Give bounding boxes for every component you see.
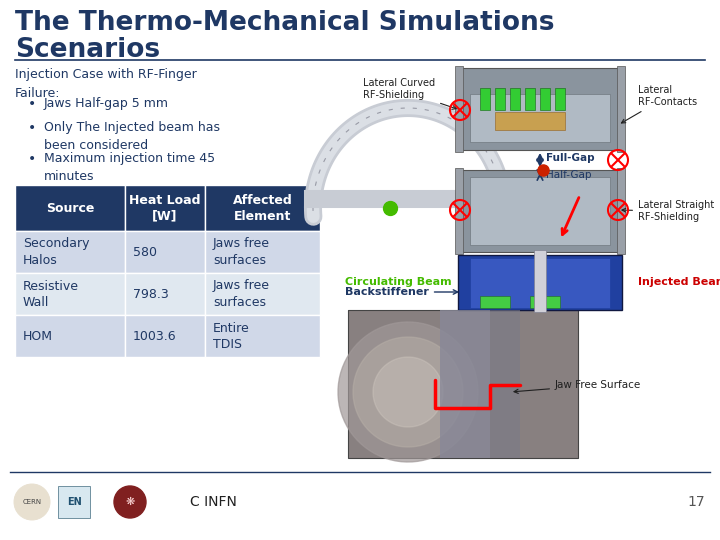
Bar (455, 66, 463, 152)
Bar (480, 88, 490, 110)
Text: Heat Load
[W]: Heat Load [W] (130, 193, 201, 222)
Circle shape (114, 486, 146, 518)
Bar (15, 315, 125, 357)
Text: Circulating Beam: Circulating Beam (345, 277, 451, 287)
Text: Only The Injected beam has
been considered: Only The Injected beam has been consider… (44, 121, 220, 152)
Text: 580: 580 (133, 246, 157, 259)
Text: •: • (28, 97, 36, 111)
Text: Secondary
Halos: Secondary Halos (23, 238, 89, 267)
Circle shape (14, 484, 50, 520)
Bar (460, 68, 620, 150)
Polygon shape (338, 322, 478, 462)
Bar (470, 94, 610, 142)
Bar (15, 231, 125, 273)
Text: Affected
Element: Affected Element (233, 193, 292, 222)
Bar (495, 112, 565, 130)
Bar (125, 315, 205, 357)
Bar (510, 88, 520, 110)
Bar (125, 273, 205, 315)
Bar (540, 88, 550, 110)
Bar (15, 185, 125, 231)
Text: HOM: HOM (23, 329, 53, 342)
Bar (458, 255, 622, 310)
Polygon shape (373, 357, 443, 427)
Text: 798.3: 798.3 (133, 287, 168, 300)
Bar (555, 88, 565, 110)
Bar (455, 168, 463, 254)
Text: Resistive
Wall: Resistive Wall (23, 280, 79, 308)
Text: Maximum injection time 45
minutes: Maximum injection time 45 minutes (44, 152, 215, 183)
Text: •: • (28, 152, 36, 166)
Text: Half-Gap: Half-Gap (546, 170, 592, 180)
Text: •: • (28, 121, 36, 135)
Bar (495, 88, 505, 110)
Text: EN: EN (67, 497, 81, 507)
Text: Jaws Half-gap 5 mm: Jaws Half-gap 5 mm (44, 97, 169, 110)
Bar (480, 296, 510, 308)
Bar (460, 170, 620, 252)
Bar (440, 310, 490, 458)
Text: Backstiffener: Backstiffener (345, 287, 458, 297)
Text: CERN: CERN (22, 499, 42, 505)
Bar (58, 486, 90, 518)
Text: 1003.6: 1003.6 (133, 329, 176, 342)
Text: Jaws free
surfaces: Jaws free surfaces (213, 280, 270, 308)
Bar (534, 250, 546, 312)
Bar (348, 310, 578, 458)
Bar (125, 231, 205, 273)
Bar (470, 258, 610, 308)
Text: Lateral Straight
RF-Shielding: Lateral Straight RF-Shielding (622, 200, 714, 222)
Text: Jaw Free Surface: Jaw Free Surface (514, 380, 642, 394)
Text: Scenarios: Scenarios (15, 37, 160, 63)
Text: ❋: ❋ (125, 497, 135, 507)
Text: Lateral
RF-Contacts: Lateral RF-Contacts (621, 85, 697, 123)
Bar (205, 185, 320, 231)
Bar (617, 66, 625, 152)
Bar (470, 177, 610, 245)
Text: Source: Source (46, 201, 94, 214)
Text: C INFN: C INFN (190, 495, 237, 509)
Bar (205, 315, 320, 357)
Bar (490, 310, 520, 458)
Text: Entire
TDIS: Entire TDIS (213, 321, 250, 350)
Text: Lateral Curved
RF-Shielding: Lateral Curved RF-Shielding (363, 78, 456, 109)
Bar (525, 88, 535, 110)
Bar (205, 231, 320, 273)
Polygon shape (353, 337, 463, 447)
Bar (125, 185, 205, 231)
Bar (205, 273, 320, 315)
Text: Jaws free
surfaces: Jaws free surfaces (213, 238, 270, 267)
Text: Injection Case with RF-Finger
Failure:: Injection Case with RF-Finger Failure: (15, 68, 197, 100)
Text: Full-Gap: Full-Gap (546, 153, 595, 163)
Bar (348, 310, 578, 458)
Bar (15, 273, 125, 315)
Text: Injected Beam: Injected Beam (638, 277, 720, 287)
Bar (530, 296, 560, 308)
Text: The Thermo-Mechanical Simulations: The Thermo-Mechanical Simulations (15, 10, 554, 36)
Text: 17: 17 (688, 495, 705, 509)
Bar (617, 168, 625, 254)
